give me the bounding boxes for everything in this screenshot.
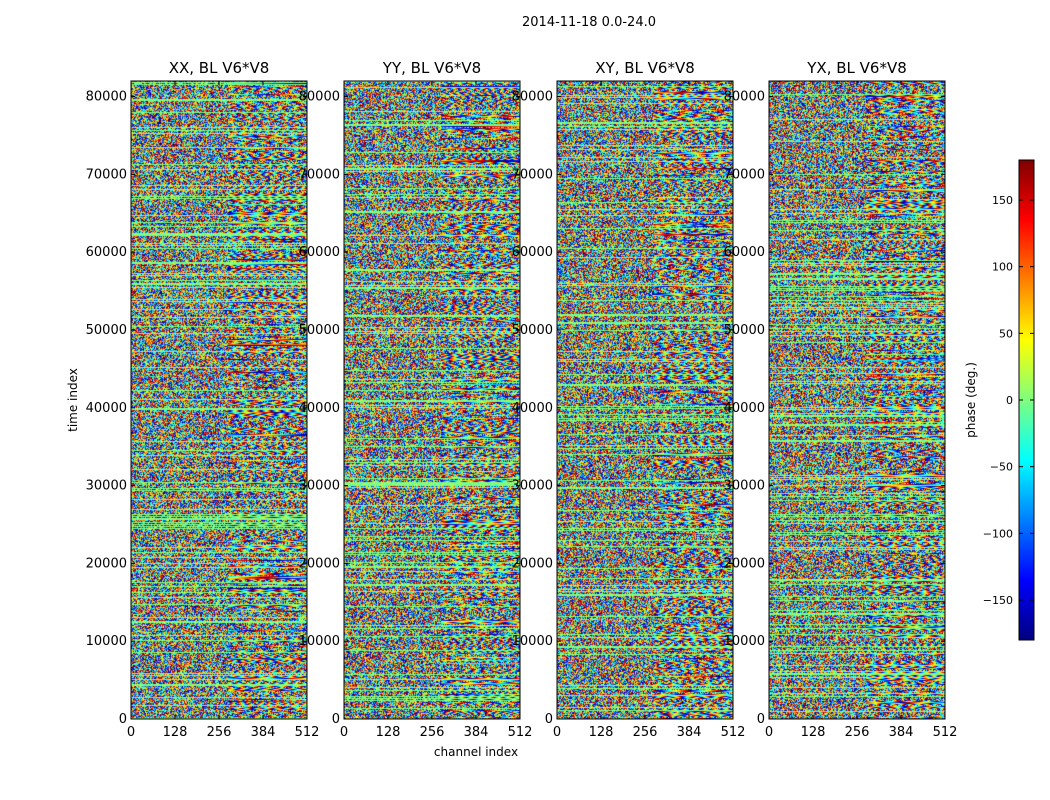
y-tick-label: 20000 bbox=[512, 556, 553, 571]
y-tick-label: 30000 bbox=[724, 479, 765, 494]
panel-3: XY, BL V6*V8 0 128 256 384 512 0 10000 20000 3000… bbox=[512, 59, 746, 740]
x-tick-label: 256 bbox=[420, 725, 445, 740]
x-tick-label: 384 bbox=[251, 725, 276, 740]
x-tick-label: 0 bbox=[127, 725, 135, 740]
y-tick-label: 0 bbox=[332, 712, 340, 727]
x-tick-label: 384 bbox=[677, 725, 702, 740]
x-tick-label: 512 bbox=[933, 725, 958, 740]
x-tick-label: 0 bbox=[553, 725, 561, 740]
y-tick-label: 30000 bbox=[512, 479, 553, 494]
y-tick-label: 20000 bbox=[299, 556, 340, 571]
colorbar-tick-label: 50 bbox=[999, 327, 1013, 340]
heatmap-3 bbox=[557, 81, 733, 719]
colorbar: 150 100 50 0 −50 −100 −150 bbox=[983, 159, 1035, 641]
y-tick-label: 60000 bbox=[724, 245, 765, 260]
y-tick-label: 30000 bbox=[86, 479, 127, 494]
x-tick-label: 512 bbox=[508, 725, 533, 740]
colorbar-tick-label: −100 bbox=[983, 527, 1013, 540]
x-tick-label: 128 bbox=[589, 725, 614, 740]
panel-1: XX, BL V6*V8 0 128 256 384 512 0 10000 20000 3000… bbox=[86, 59, 320, 740]
x-tick-label: 128 bbox=[376, 725, 401, 740]
colorbar-tick-label: 0 bbox=[1006, 394, 1013, 407]
colorbar-tick-label: 150 bbox=[992, 194, 1013, 207]
y-tick-label: 10000 bbox=[86, 634, 127, 649]
heatmap-2 bbox=[344, 81, 520, 719]
y-tick-label: 50000 bbox=[512, 323, 553, 338]
x-tick-label: 0 bbox=[340, 725, 348, 740]
x-tick-label: 512 bbox=[721, 725, 746, 740]
y-tick-label: 70000 bbox=[724, 167, 765, 182]
colorbar-tick-label: −150 bbox=[983, 594, 1013, 607]
colorbar-tick-label: 100 bbox=[992, 261, 1013, 274]
panel-4: YX, BL V6*V8 0 128 256 384 512 0 10000 20000 3000… bbox=[724, 59, 958, 740]
y-tick-label: 20000 bbox=[724, 556, 765, 571]
y-tick-label: 80000 bbox=[724, 90, 765, 105]
y-tick-label: 20000 bbox=[86, 556, 127, 571]
panel-title: YX, BL V6*V8 bbox=[806, 59, 907, 77]
y-tick-label: 50000 bbox=[86, 323, 127, 338]
y-tick-label: 50000 bbox=[299, 323, 340, 338]
colorbar-tick-label: −50 bbox=[990, 461, 1013, 474]
y-tick-label: 40000 bbox=[512, 401, 553, 416]
y-tick-label: 80000 bbox=[299, 90, 340, 105]
x-axis-label: channel index bbox=[434, 745, 518, 759]
y-tick-label: 40000 bbox=[724, 401, 765, 416]
y-tick-label: 60000 bbox=[86, 245, 127, 260]
panel-title: YY, BL V6*V8 bbox=[382, 59, 481, 77]
y-tick-label: 80000 bbox=[86, 90, 127, 105]
colorbar-label: phase (deg.) bbox=[964, 362, 978, 438]
panels: XX, BL V6*V8 0 128 256 384 512 0 10000 20000 3000… bbox=[86, 59, 958, 740]
y-tick-label: 40000 bbox=[86, 401, 127, 416]
y-tick-label: 0 bbox=[757, 712, 765, 727]
y-tick-label: 60000 bbox=[512, 245, 553, 260]
x-tick-label: 256 bbox=[845, 725, 870, 740]
x-tick-label: 256 bbox=[633, 725, 658, 740]
y-tick-label: 70000 bbox=[86, 167, 127, 182]
x-tick-label: 384 bbox=[464, 725, 489, 740]
y-tick-label: 70000 bbox=[299, 167, 340, 182]
y-tick-label: 40000 bbox=[299, 401, 340, 416]
x-tick-label: 0 bbox=[765, 725, 773, 740]
x-tick-label: 128 bbox=[801, 725, 826, 740]
y-tick-label: 70000 bbox=[512, 167, 553, 182]
panel-2: YY, BL V6*V8 0 128 256 384 512 0 10000 20000 3000… bbox=[299, 59, 533, 740]
heatmap-1 bbox=[131, 81, 307, 719]
heatmap-4 bbox=[769, 81, 945, 719]
y-tick-label: 10000 bbox=[512, 634, 553, 649]
y-tick-label: 60000 bbox=[299, 245, 340, 260]
x-tick-label: 128 bbox=[163, 725, 188, 740]
x-tick-label: 384 bbox=[889, 725, 914, 740]
panel-title: XX, BL V6*V8 bbox=[169, 59, 270, 77]
y-tick-label: 10000 bbox=[724, 634, 765, 649]
figure-title: 2014-11-18 0.0-24.0 bbox=[522, 15, 656, 30]
y-tick-label: 80000 bbox=[512, 90, 553, 105]
x-tick-label: 512 bbox=[295, 725, 320, 740]
y-tick-label: 50000 bbox=[724, 323, 765, 338]
y-axis-label: time index bbox=[66, 368, 80, 432]
y-tick-label: 30000 bbox=[299, 479, 340, 494]
y-tick-label: 0 bbox=[119, 712, 127, 727]
y-tick-label: 0 bbox=[545, 712, 553, 727]
y-tick-label: 10000 bbox=[299, 634, 340, 649]
panel-title: XY, BL V6*V8 bbox=[595, 59, 695, 77]
x-tick-label: 256 bbox=[207, 725, 232, 740]
